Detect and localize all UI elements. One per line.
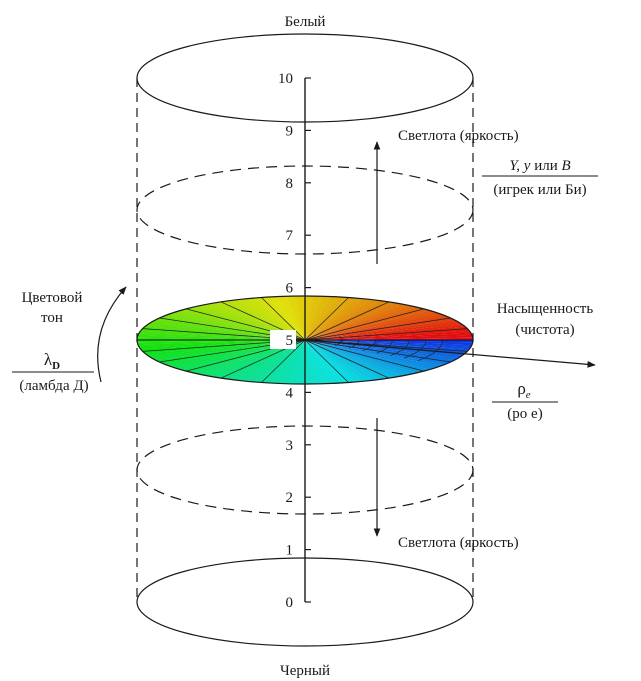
hue-sector: [267, 296, 305, 340]
hue-label-line1: Цветовой: [22, 290, 83, 306]
hue-arrow: [97, 286, 127, 383]
disc-spoke: [304, 308, 424, 341]
saturation-arrow: [304, 339, 596, 368]
scale-tick-label: 10: [278, 71, 293, 87]
hue-sector: [305, 340, 473, 366]
scale-tick-label: 2: [286, 490, 294, 506]
disc-spoke: [304, 339, 451, 363]
disc-spoke: [261, 339, 306, 383]
hue-sector: [279, 296, 305, 340]
hue-symbol: λD: [44, 350, 60, 372]
disc-spoke: [304, 339, 424, 372]
disc-spoke: [304, 297, 349, 341]
saturation-label-line1: Насыщенность: [497, 301, 594, 317]
lightness-up-label: Светлота (яркость): [398, 128, 519, 144]
hue-sector: [305, 326, 473, 340]
hue-sector: [137, 340, 305, 363]
hue-sector: [137, 340, 305, 366]
scale-tick-label: 5: [286, 333, 294, 349]
tick-label-background: [270, 330, 296, 349]
hue-sector: [305, 330, 473, 340]
hue-sector: [305, 340, 473, 363]
hue-sector: [137, 339, 305, 344]
scale-tick-label: 1: [286, 543, 294, 559]
lightness-symbol: Y, y или B: [509, 158, 570, 174]
disc-spoke: [304, 301, 390, 341]
scale-tick-label: 7: [286, 228, 294, 244]
hue-sector: [255, 296, 305, 340]
hue-sector: [305, 314, 473, 340]
scale-tick-label: 3: [286, 438, 294, 454]
hue-sector: [305, 340, 343, 384]
scale-tick-label: 8: [286, 176, 294, 192]
hue-sector: [305, 340, 355, 384]
hue-sector: [137, 317, 305, 340]
disc-spoke: [261, 297, 306, 341]
hue-sector: [218, 296, 305, 340]
disc-spoke: [304, 339, 390, 379]
hue-sector: [305, 333, 473, 340]
hue-sector: [206, 340, 305, 384]
hue-sector: [305, 336, 473, 341]
hue-sector: [305, 296, 404, 340]
lightness-symbol-reading: (игрек или Би): [493, 182, 586, 198]
scale-tick-label: 9: [286, 123, 294, 139]
hue-sector: [305, 320, 473, 340]
hue-sector: [137, 340, 305, 354]
scale-tick-label: 6: [286, 281, 294, 297]
hue-sector: [137, 314, 305, 340]
hue-sector: [305, 340, 403, 384]
saturation-label-line2: (чистота): [515, 322, 574, 338]
top-label-white: Белый: [285, 14, 326, 30]
scale-ticks: 0 1 2 3 4 5 6 7 8 9 10: [270, 71, 311, 611]
hue-sector: [137, 320, 305, 340]
hue-label-line2: тон: [41, 310, 63, 326]
hue-sector: [137, 340, 305, 360]
hue-sector: [137, 340, 305, 347]
hue-sector: [305, 317, 473, 340]
disc-spoke: [304, 328, 468, 341]
hue-sector: [230, 340, 305, 384]
hue-sector: [207, 296, 305, 340]
scale-tick-label: 0: [286, 595, 294, 611]
disc-spoke: [304, 317, 451, 341]
bottom-label-black: Черный: [280, 663, 330, 679]
hue-sector: [305, 340, 392, 384]
saturation-symbol: ρe: [517, 379, 530, 401]
scale-tick-label: 4: [286, 385, 294, 401]
saturation-symbol-reading: (ро е): [507, 406, 542, 422]
hue-symbol-reading: (ламбда Д): [19, 378, 88, 394]
hue-sector: [305, 296, 380, 340]
hue-sector: [305, 340, 331, 384]
hue-sector: [218, 340, 305, 384]
hue-sector: [137, 340, 305, 350]
lightness-down-label: Светлота (яркость): [398, 535, 519, 551]
hue-sector: [305, 296, 392, 340]
hue-sector: [304, 340, 318, 384]
hue-sector: [292, 296, 306, 340]
hue-sector: [230, 296, 305, 340]
disc-spoke: [304, 339, 349, 383]
hue-sector: [305, 340, 380, 384]
